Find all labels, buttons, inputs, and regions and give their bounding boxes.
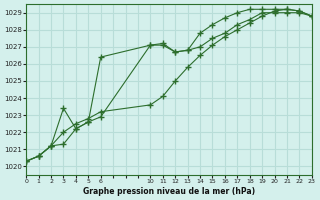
X-axis label: Graphe pression niveau de la mer (hPa): Graphe pression niveau de la mer (hPa) bbox=[83, 187, 255, 196]
